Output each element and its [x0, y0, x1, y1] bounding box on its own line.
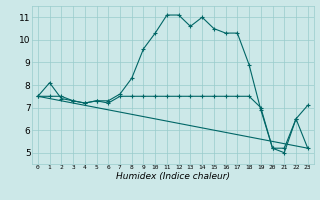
X-axis label: Humidex (Indice chaleur): Humidex (Indice chaleur) [116, 172, 230, 181]
